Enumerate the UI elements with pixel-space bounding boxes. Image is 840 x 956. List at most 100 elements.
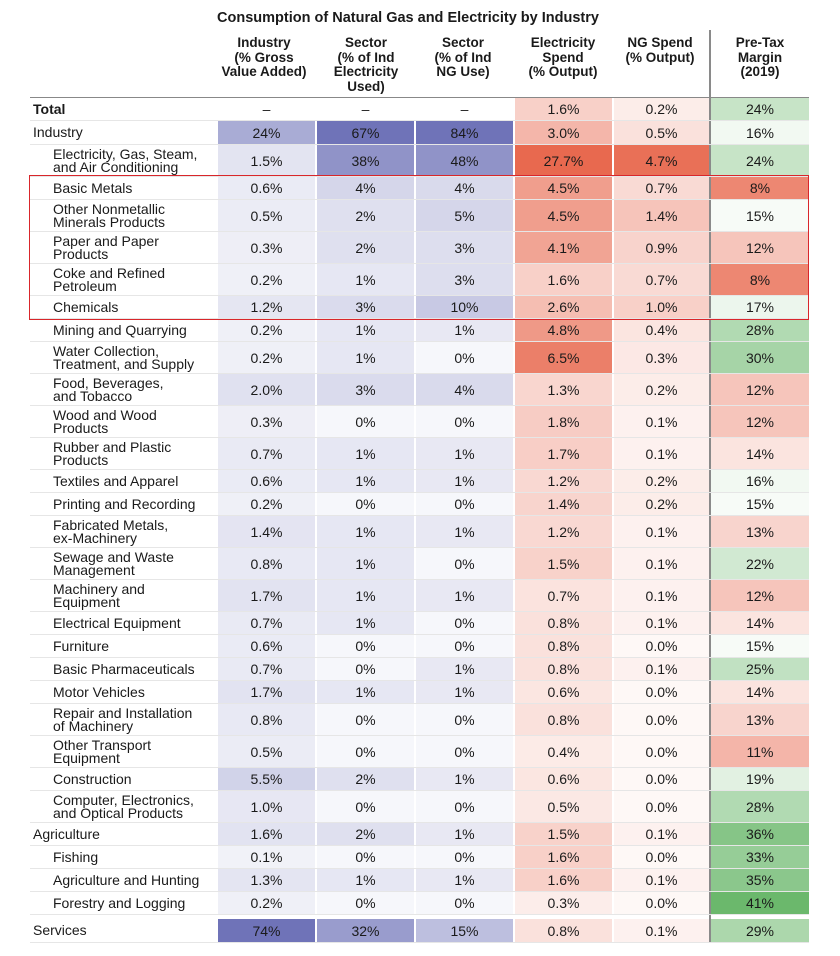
value-cell-margin: 29% — [711, 919, 809, 942]
value-cell-margin: 22% — [711, 548, 809, 579]
value-cell-ng-spend: 0.0% — [614, 736, 709, 767]
row-divider — [30, 120, 809, 121]
row-label-line: Sewage and Waste — [53, 548, 174, 565]
row-label-line: and Air Conditioning — [53, 159, 179, 175]
table-row: Wood and Wood Products 0.3% 0% 0% 1.8% 0.1% 12% — [30, 406, 809, 438]
value-cell-elec-spend: 6.5% — [515, 342, 612, 373]
row-divider — [30, 790, 809, 791]
row-divider — [30, 634, 809, 635]
value-cell-industry-gva: 1.6% — [218, 823, 315, 845]
row-divider — [30, 914, 809, 915]
value-cell-ng-spend: 0.2% — [614, 493, 709, 515]
value-cell-ng-spend: 0.0% — [614, 704, 709, 735]
row-label: Fabricated Metals, ex-Machinery — [30, 516, 239, 548]
value-cell-sector-elec: 3% — [317, 374, 414, 405]
value-cell-margin: 30% — [711, 342, 809, 373]
value-cell-margin: 19% — [711, 768, 809, 790]
column-header-line: Value Added) — [221, 64, 307, 80]
row-label-line: Minerals Products — [53, 214, 166, 230]
row-label-line: Management — [53, 562, 135, 578]
table-row: Textiles and Apparel 0.6% 1% 1% 1.2% 0.2% 16% — [30, 470, 809, 493]
column-header-line: (% Gross — [234, 49, 294, 65]
row-label: Motor Vehicles — [30, 681, 239, 704]
value-cell-sector-ng: 1% — [416, 580, 513, 611]
value-cell-sector-ng: 0% — [416, 342, 513, 373]
column-header-line: Sector — [441, 35, 485, 50]
table-row: Coke and Refined Petroleum 0.2% 1% 3% 1.6% 0.7… — [30, 264, 809, 296]
row-label-line: Coke and Refined — [53, 264, 166, 281]
row-label: Coke and Refined Petroleum — [30, 264, 239, 296]
row-label-text: Textiles and Apparel — [53, 472, 179, 489]
value-cell-margin: 24% — [711, 145, 809, 176]
value-cell-ng-spend: 0.0% — [614, 635, 709, 657]
value-cell-sector-elec: 1% — [317, 470, 414, 492]
value-cell-ng-spend: 0.2% — [614, 98, 709, 120]
value-cell-ng-spend: 0.1% — [614, 823, 709, 845]
value-cell-sector-elec: 32% — [317, 919, 414, 942]
row-label-line: Computer, Electronics, — [53, 791, 194, 808]
value-cell-sector-elec: 38% — [317, 145, 414, 176]
value-cell-sector-ng: 0% — [416, 612, 513, 634]
value-cell-sector-ng: 1% — [416, 658, 513, 680]
value-cell-sector-ng: – — [416, 98, 513, 120]
column-header-elec-spend: Electricity Spend (% Output) — [503, 35, 623, 80]
table-row: Water Collection, Treatment, and Supply 0.… — [30, 342, 809, 374]
row-label: Textiles and Apparel — [30, 470, 239, 493]
value-cell-industry-gva: 0.6% — [218, 177, 315, 199]
value-cell-sector-ng: 1% — [416, 470, 513, 492]
value-cell-ng-spend: 0.9% — [614, 232, 709, 263]
column-header-sector-ng: Sector (% of Ind NG Use) — [403, 35, 523, 80]
column-header-line: (2019) — [740, 64, 780, 80]
value-cell-margin: 12% — [711, 232, 809, 263]
value-cell-sector-ng: 0% — [416, 846, 513, 868]
row-label: Other Transport Equipment — [30, 736, 239, 768]
table-row: Electrical Equipment 0.7% 1% 0% 0.8% 0.1% 14% — [30, 612, 809, 635]
row-divider — [30, 868, 809, 869]
value-cell-industry-gva: 1.4% — [218, 516, 315, 547]
value-cell-elec-spend: 2.6% — [515, 296, 612, 318]
row-divider — [30, 341, 809, 342]
row-label-text: Total — [33, 100, 66, 117]
value-cell-sector-elec: 2% — [317, 200, 414, 231]
value-cell-sector-elec: 4% — [317, 177, 414, 199]
value-cell-sector-elec: 2% — [317, 768, 414, 790]
value-cell-industry-gva: 0.2% — [218, 342, 315, 373]
value-cell-margin: 8% — [711, 264, 809, 295]
value-cell-margin: 16% — [711, 470, 809, 492]
value-cell-sector-ng: 3% — [416, 232, 513, 263]
value-cell-sector-elec: 0% — [317, 704, 414, 735]
column-header-line: NG Spend — [627, 35, 693, 50]
value-cell-margin: 13% — [711, 704, 809, 735]
value-cell-sector-ng: 1% — [416, 823, 513, 845]
table-row: Forestry and Logging 0.2% 0% 0% 0.3% 0.0% 41% — [30, 892, 809, 915]
value-cell-industry-gva: 1.2% — [218, 296, 315, 318]
row-divider — [30, 547, 809, 548]
value-cell-sector-elec: 1% — [317, 681, 414, 703]
value-cell-ng-spend: 1.4% — [614, 200, 709, 231]
value-cell-sector-ng: 0% — [416, 493, 513, 515]
value-cell-margin: 15% — [711, 200, 809, 231]
row-label-line: of Machinery — [53, 718, 134, 734]
value-cell-sector-ng: 4% — [416, 374, 513, 405]
column-header-line: Industry — [237, 35, 291, 50]
value-cell-elec-spend: 0.8% — [515, 612, 612, 634]
value-cell-sector-elec: 0% — [317, 658, 414, 680]
row-divider — [30, 199, 809, 200]
table-row: Mining and Quarrying 0.2% 1% 1% 4.8% 0.4% 28% — [30, 319, 809, 342]
value-cell-sector-ng: 1% — [416, 768, 513, 790]
row-label: Electricity, Gas, Steam, and Air Conditio… — [30, 145, 239, 177]
table-row: Agriculture and Hunting 1.3% 1% 1% 1.6% 0.1% 3… — [30, 869, 809, 892]
row-label: Machinery and Equipment — [30, 580, 239, 612]
row-label-line: Products — [53, 452, 109, 468]
value-cell-elec-spend: 0.8% — [515, 919, 612, 942]
value-cell-industry-gva: 0.2% — [218, 493, 315, 515]
value-cell-margin: 16% — [711, 121, 809, 144]
value-cell-ng-spend: 0.1% — [614, 869, 709, 891]
value-cell-margin: 14% — [711, 612, 809, 634]
value-cell-ng-spend: 0.1% — [614, 548, 709, 579]
value-cell-industry-gva: 2.0% — [218, 374, 315, 405]
row-label-text: Agriculture — [33, 825, 100, 842]
margin-column-separator — [709, 30, 711, 942]
value-cell-industry-gva: 1.3% — [218, 869, 315, 891]
row-divider — [30, 144, 809, 145]
